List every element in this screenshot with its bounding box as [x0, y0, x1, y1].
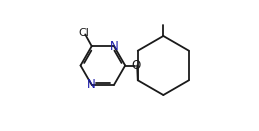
- Text: N: N: [87, 78, 96, 91]
- Text: Cl: Cl: [78, 28, 89, 38]
- Text: O: O: [131, 59, 141, 72]
- Text: N: N: [110, 40, 118, 53]
